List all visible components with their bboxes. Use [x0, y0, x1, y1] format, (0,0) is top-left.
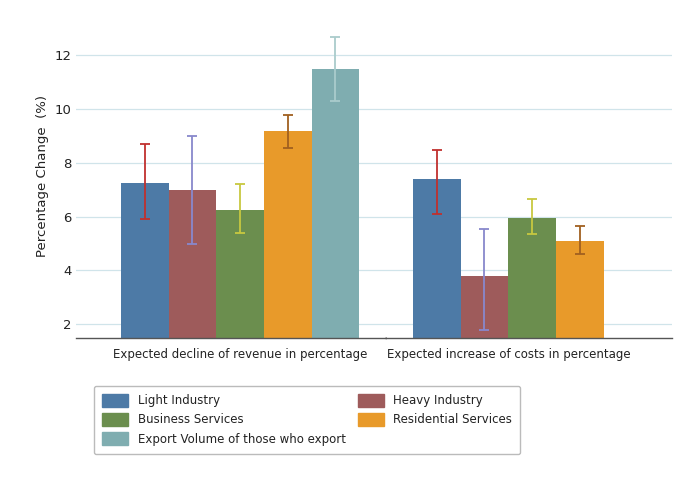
Bar — [556, 241, 604, 338]
Bar — [312, 69, 359, 338]
Bar — [121, 183, 168, 338]
Bar — [216, 210, 264, 338]
Bar — [168, 190, 216, 338]
Bar — [264, 131, 312, 338]
Legend: Light Industry, Business Services, Export Volume of those who export, Heavy Indu: Light Industry, Business Services, Expor… — [94, 386, 520, 454]
Y-axis label: Percentage Change  (%): Percentage Change (%) — [36, 95, 49, 258]
Bar — [413, 179, 461, 338]
Bar — [509, 218, 556, 338]
Bar — [461, 276, 508, 338]
